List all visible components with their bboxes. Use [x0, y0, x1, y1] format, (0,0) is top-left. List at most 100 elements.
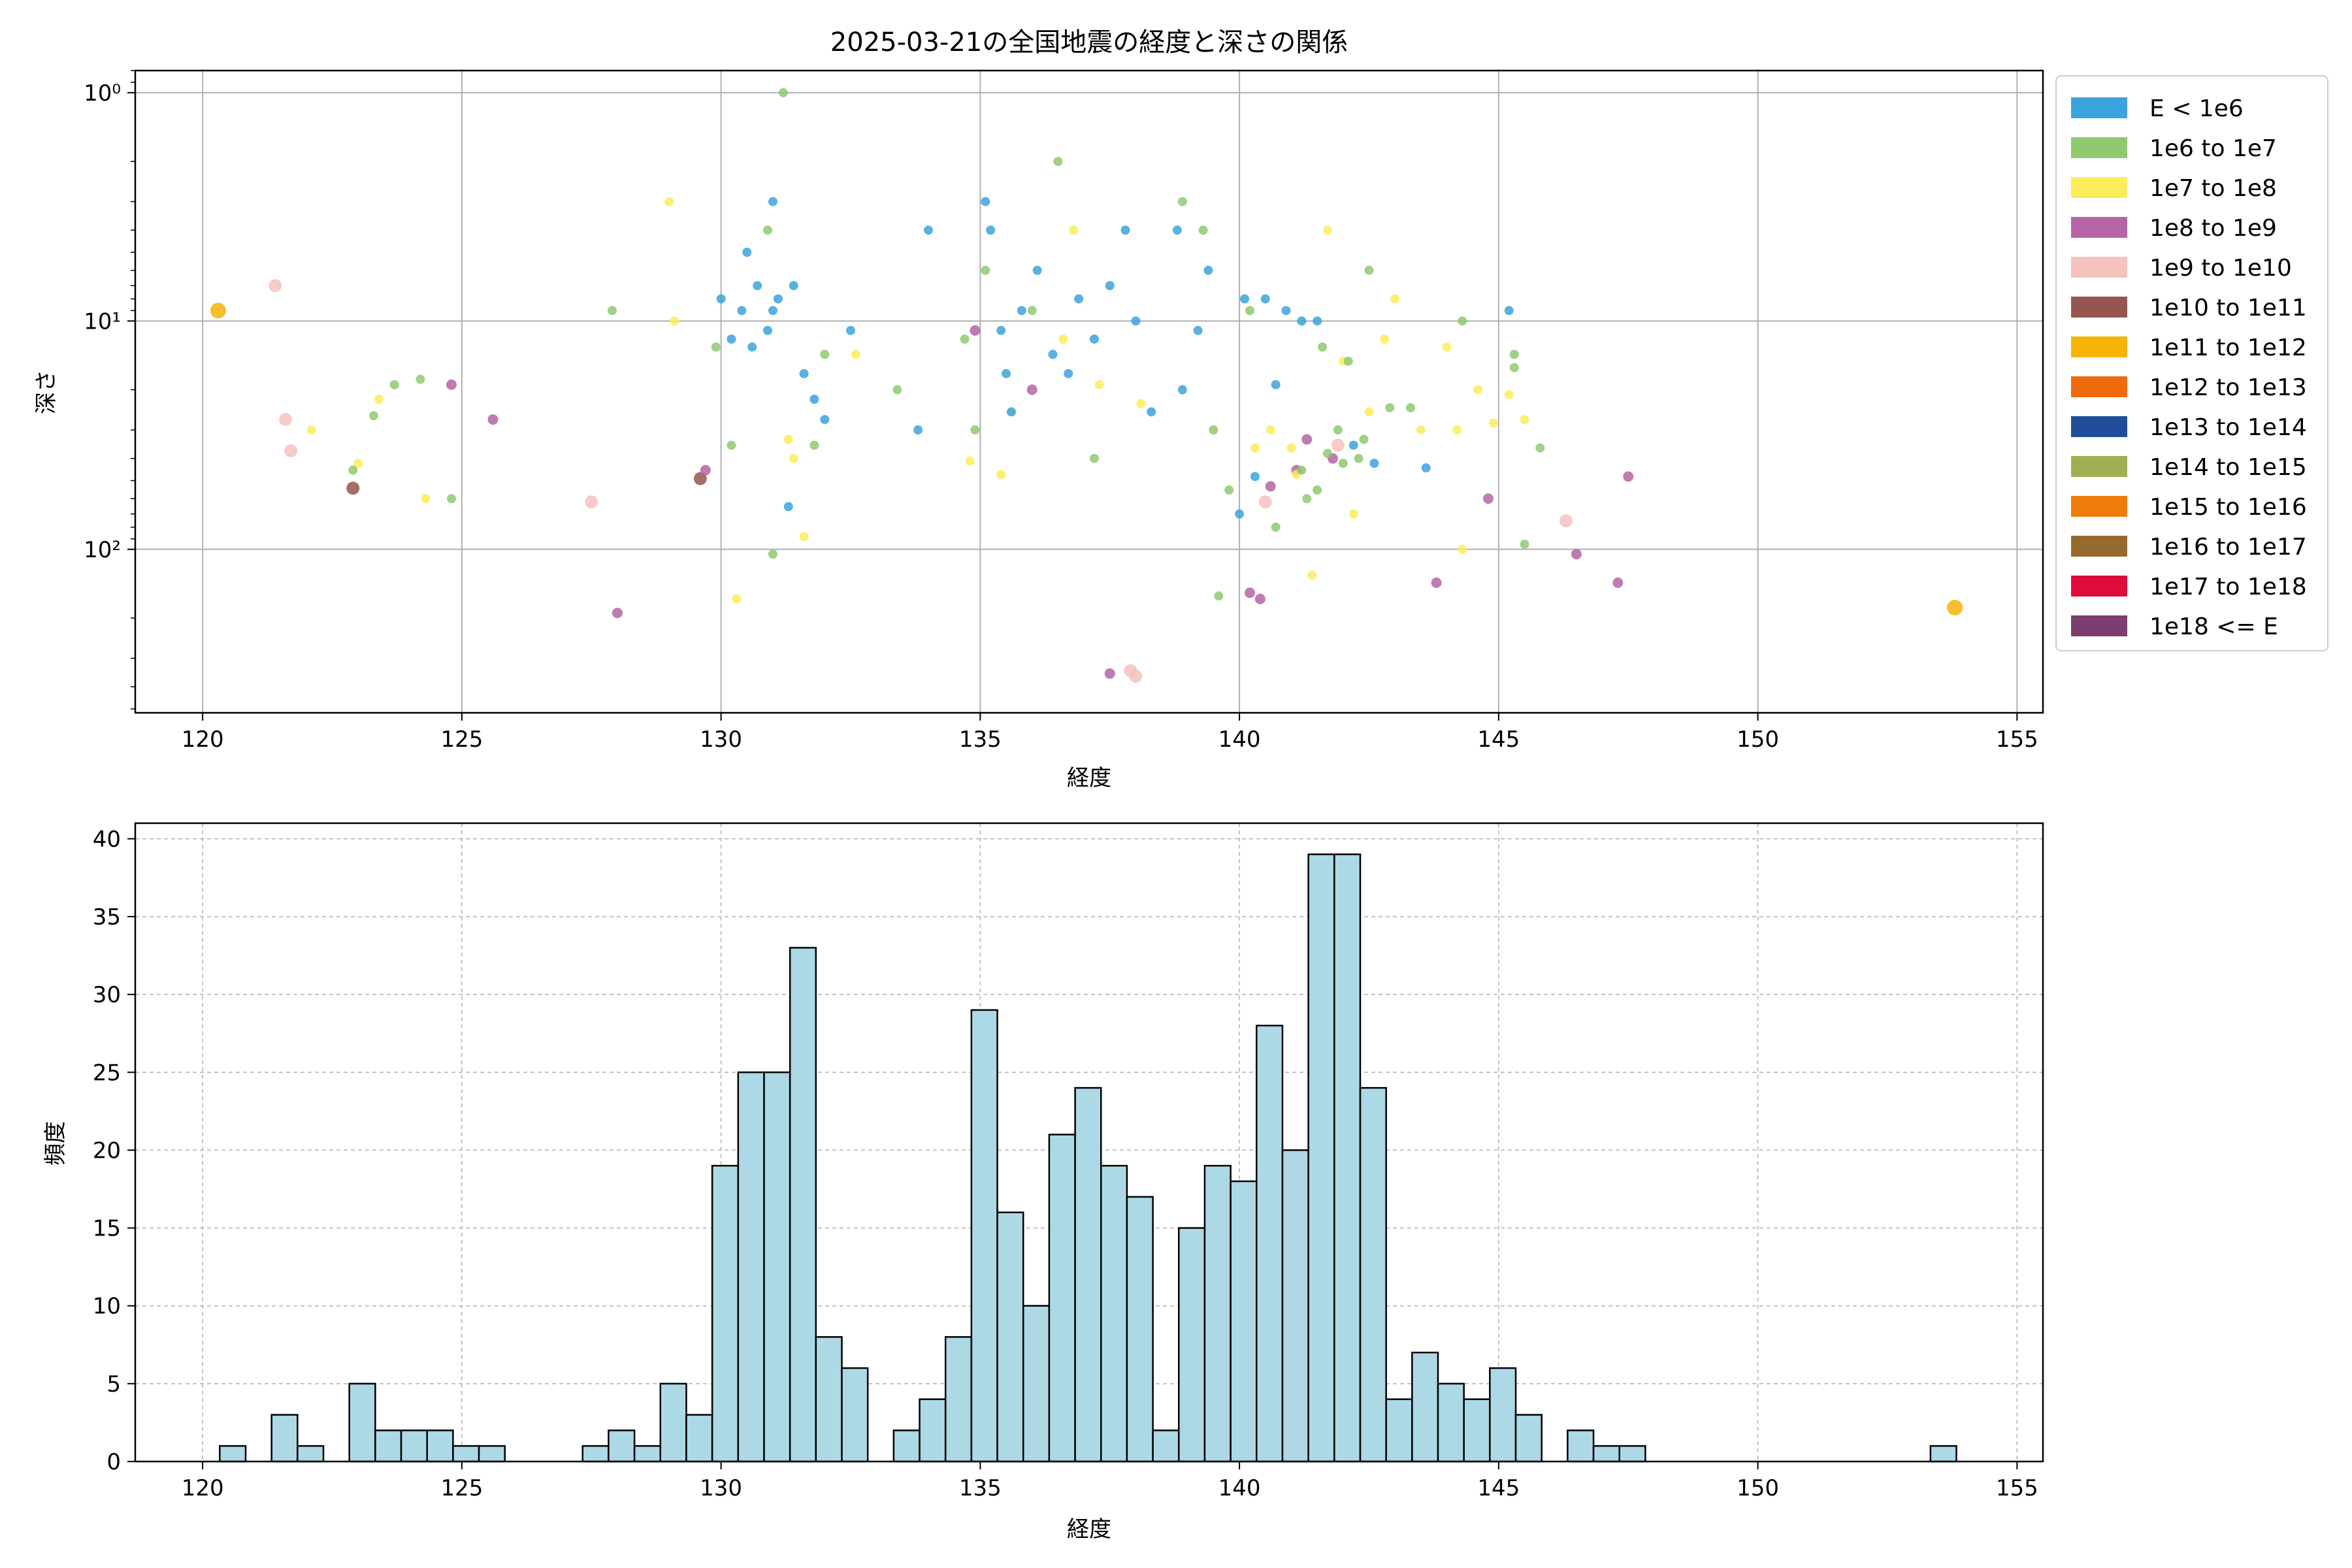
scatter-point	[446, 379, 457, 390]
scatter-point	[768, 197, 777, 206]
scatter-point	[1348, 440, 1358, 450]
histogram-x-tick-label: 125	[440, 1475, 483, 1501]
scatter-y-tick-label: 10²	[84, 537, 121, 563]
scatter-point	[1297, 316, 1307, 326]
scatter-point	[1266, 425, 1275, 435]
scatter-point	[727, 334, 736, 344]
histogram-bar	[374, 1429, 402, 1463]
legend-label: 1e7 to 1e8	[2149, 175, 2277, 202]
scatter-point	[753, 281, 762, 291]
histogram-bar	[1463, 1398, 1491, 1463]
histogram-x-tick-label: 140	[1218, 1475, 1261, 1501]
scatter-point	[851, 350, 860, 359]
scatter-point	[799, 532, 809, 542]
histogram-bar	[1618, 1445, 1646, 1463]
legend-swatch	[2071, 416, 2127, 437]
scatter-point	[1354, 453, 1364, 463]
scatter-point	[732, 594, 742, 604]
scatter-point	[1198, 225, 1208, 235]
legend-swatch	[2071, 456, 2127, 477]
scatter-point	[1271, 380, 1281, 389]
histogram-bar	[1307, 853, 1335, 1463]
scatter-x-label: 経度	[1067, 765, 1111, 791]
legend-swatch	[2071, 257, 2127, 278]
scatter-point	[1002, 368, 1011, 378]
histogram-x-tick-label: 155	[1996, 1475, 2038, 1501]
scatter-point	[487, 414, 498, 425]
scatter-point	[1094, 380, 1104, 389]
scatter-point	[1416, 425, 1426, 435]
scatter-point	[1048, 350, 1058, 359]
scatter-point	[389, 380, 399, 389]
scatter-point	[1136, 399, 1146, 408]
scatter-point	[996, 470, 1006, 480]
histogram-bar	[426, 1429, 454, 1463]
scatter-point	[737, 306, 747, 316]
scatter-point	[1260, 294, 1270, 304]
histogram-chart: 120 125 130 135 140 145 150 155 0 5 10 15 20 25 30 35 40…	[42, 822, 2044, 1543]
histogram-bar	[400, 1429, 428, 1463]
histogram-bar	[1333, 853, 1362, 1463]
legend-swatch	[2071, 536, 2127, 557]
histogram-bar	[297, 1445, 325, 1463]
histogram-bar	[892, 1429, 921, 1463]
legend-swatch	[2071, 217, 2127, 238]
scatter-point	[773, 294, 783, 304]
legend-label: 1e12 to 1e13	[2149, 374, 2307, 401]
histogram-x-tick-label: 135	[959, 1475, 1002, 1501]
scatter-point	[1323, 225, 1332, 235]
scatter-x-tick-label: 135	[959, 727, 1002, 753]
scatter-point	[1947, 599, 1963, 615]
scatter-point	[981, 197, 990, 206]
scatter-points	[210, 88, 1963, 683]
histogram-y-tick-label: 20	[93, 1137, 121, 1164]
scatter-grid	[135, 71, 2043, 713]
histogram-bar	[1514, 1414, 1543, 1463]
legend-label: 1e10 to 1e11	[2149, 295, 2307, 321]
legend-label: 1e17 to 1e18	[2149, 574, 2307, 600]
scatter-point	[1027, 306, 1037, 316]
scatter-point	[970, 425, 980, 435]
histogram-bar	[1022, 1305, 1051, 1463]
scatter-ticks: 120 125 130 135 140 145 150 155 10⁰ 10¹ 10²	[84, 70, 2038, 753]
histogram-bar	[1281, 1149, 1309, 1463]
histogram-bar	[789, 947, 817, 1463]
histogram-bar	[1489, 1367, 1517, 1463]
scatter-point	[996, 325, 1006, 335]
histogram-bar	[1256, 1024, 1284, 1463]
histogram-bar	[1592, 1445, 1620, 1463]
scatter-point	[1281, 306, 1291, 316]
scatter-point	[727, 440, 736, 450]
legend-label: 1e14 to 1e15	[2149, 454, 2307, 481]
legend-swatch	[2071, 496, 2127, 517]
scatter-y-label: 深さ	[33, 370, 59, 414]
scatter-point	[1235, 509, 1245, 519]
scatter-point	[820, 415, 830, 425]
scatter-point	[913, 425, 923, 435]
legend-swatch	[2071, 97, 2127, 118]
scatter-point	[1509, 350, 1519, 359]
scatter-point	[1258, 495, 1272, 509]
scatter-point	[1209, 425, 1218, 435]
histogram-bar	[1359, 1086, 1387, 1463]
histogram-y-label: 頻度	[42, 1121, 69, 1166]
histogram-bar	[737, 1071, 765, 1463]
legend-label: 1e15 to 1e16	[2149, 494, 2307, 521]
scatter-x-tick-label: 155	[1996, 727, 2038, 753]
scatter-point	[1120, 225, 1130, 235]
scatter-point	[924, 225, 934, 235]
scatter-x-tick-label: 140	[1218, 727, 1261, 753]
scatter-point	[960, 334, 970, 344]
scatter-point	[1074, 294, 1084, 304]
scatter-point	[1203, 265, 1213, 275]
scatter-point	[670, 316, 679, 326]
scatter-point	[585, 495, 598, 509]
scatter-point	[306, 425, 316, 435]
scatter-point	[1017, 306, 1026, 316]
scatter-point	[1064, 368, 1073, 378]
histogram-bar	[919, 1398, 947, 1463]
scatter-point	[986, 225, 996, 235]
scatter-point	[269, 279, 282, 293]
histogram-bar	[841, 1367, 869, 1463]
scatter-point	[279, 413, 293, 427]
